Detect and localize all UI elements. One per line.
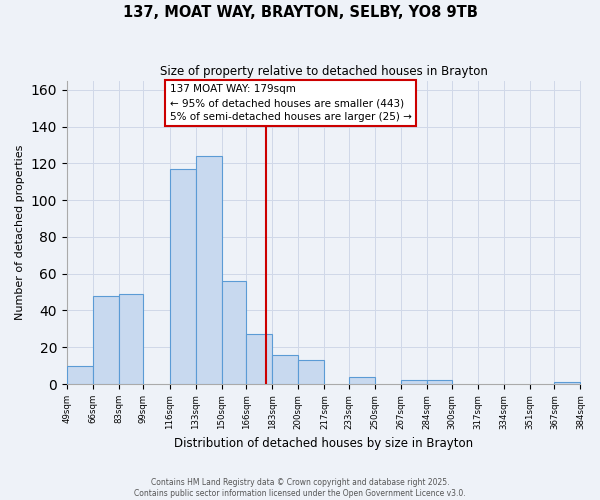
Bar	[170, 169, 196, 384]
Text: 137, MOAT WAY, BRAYTON, SELBY, YO8 9TB: 137, MOAT WAY, BRAYTON, SELBY, YO8 9TB	[122, 5, 478, 20]
Bar	[67, 366, 93, 384]
Y-axis label: Number of detached properties: Number of detached properties	[15, 144, 25, 320]
Bar	[119, 294, 143, 384]
Bar	[272, 354, 298, 384]
Bar	[298, 360, 325, 384]
Text: Contains HM Land Registry data © Crown copyright and database right 2025.
Contai: Contains HM Land Registry data © Crown c…	[134, 478, 466, 498]
Bar	[196, 156, 221, 384]
X-axis label: Distribution of detached houses by size in Brayton: Distribution of detached houses by size …	[174, 437, 473, 450]
Bar	[427, 380, 452, 384]
Bar	[349, 376, 375, 384]
Bar	[93, 296, 119, 384]
Text: 137 MOAT WAY: 179sqm
← 95% of detached houses are smaller (443)
5% of semi-detac: 137 MOAT WAY: 179sqm ← 95% of detached h…	[170, 84, 412, 122]
Bar	[221, 281, 246, 384]
Bar	[401, 380, 427, 384]
Bar	[246, 334, 272, 384]
Title: Size of property relative to detached houses in Brayton: Size of property relative to detached ho…	[160, 65, 488, 78]
Bar	[554, 382, 580, 384]
